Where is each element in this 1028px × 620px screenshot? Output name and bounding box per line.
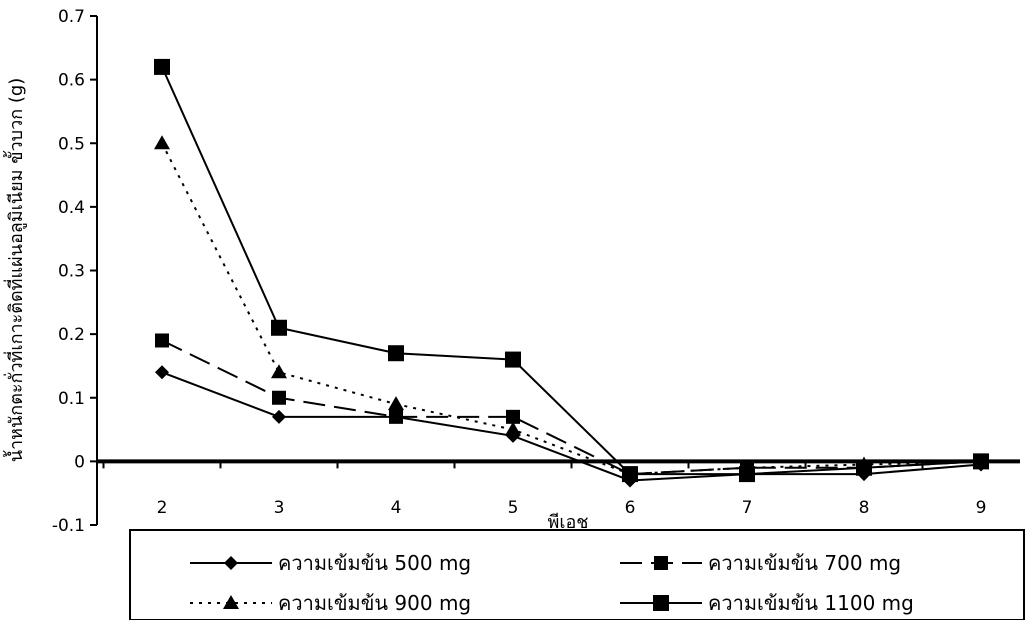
x-tick-label: 7: [742, 498, 753, 518]
y-tick-label: 0.6: [58, 71, 85, 91]
legend-entry-4: ความเข้มข้น 1100 mg: [620, 591, 914, 615]
data-point: [271, 364, 287, 379]
data-point: [155, 333, 169, 348]
data-point: [154, 135, 170, 150]
series-line: [161, 142, 982, 476]
legend-marker: [224, 556, 238, 570]
legend: ความเข้มข้น 500 mg ความเข้มข้น 700 mg ความ…: [129, 529, 1025, 620]
y-axis: -0.1 0 0.1 0.2 0.3 0.4 0.5 0.6 0.7: [52, 7, 98, 536]
y-tick-label: 0.5: [58, 134, 85, 154]
data-point: [739, 466, 755, 483]
legend-marker: [654, 556, 668, 570]
legend-entry-1: ความเข้มข้น 500 mg: [190, 551, 471, 575]
data-point: [856, 459, 872, 476]
data-point: [272, 390, 286, 405]
x-tick-label: 9: [976, 498, 987, 518]
data-point: [506, 409, 520, 424]
series-4: [154, 58, 989, 483]
data-point: [622, 466, 638, 483]
legend-entry-3: ความเข้มข้น 900 mg: [190, 591, 471, 615]
x-tick-label: 2: [157, 498, 168, 518]
legend-box: [129, 529, 1025, 620]
x-axis-title: พีเอช: [547, 512, 588, 533]
data-point: [973, 453, 989, 470]
data-point: [271, 319, 287, 336]
series-3: [154, 135, 989, 481]
y-axis-title: น้ำหนักตะกั่วที่เกาะติดที่แผ่นอลูมิเนียม…: [3, 78, 27, 463]
legend-entry-2: ความเข้มข้น 700 mg: [620, 551, 901, 575]
x-axis: 2 3 4 5 6 7 8 9: [97, 459, 1020, 518]
x-tick-label: 3: [274, 498, 285, 518]
y-tick-label: 0.4: [58, 198, 85, 218]
x-tick-label: 8: [859, 498, 870, 518]
data-point: [272, 409, 286, 424]
y-tick-label: -0.1: [52, 516, 85, 536]
y-tick-label: 0.2: [58, 325, 85, 345]
x-tick-label: 6: [625, 498, 636, 518]
x-tick-label: 4: [391, 498, 402, 518]
data-point: [389, 409, 403, 424]
legend-marker: [223, 595, 239, 609]
legend-label: ความเข้มข้น 700 mg: [708, 551, 901, 575]
y-tick-label: 0: [74, 452, 85, 472]
data-point: [505, 351, 521, 368]
series-layer: [154, 58, 989, 488]
series-line: [161, 339, 982, 476]
y-tick-label: 0.3: [58, 262, 85, 282]
legend-label: ความเข้มข้น 500 mg: [278, 551, 471, 575]
data-point: [505, 421, 521, 436]
x-tick-label: 5: [508, 498, 519, 518]
legend-marker: [653, 595, 669, 611]
legend-label: ความเข้มข้น 1100 mg: [708, 591, 914, 615]
y-tick-label: 0.7: [58, 7, 85, 27]
series-line: [161, 371, 982, 482]
data-point: [388, 345, 404, 362]
y-tick-label: 0.1: [58, 389, 85, 409]
data-point: [388, 396, 404, 411]
legend-label: ความเข้มข้น 900 mg: [278, 591, 471, 615]
data-point: [155, 365, 169, 380]
series-line: [161, 66, 982, 476]
data-point: [154, 58, 170, 75]
